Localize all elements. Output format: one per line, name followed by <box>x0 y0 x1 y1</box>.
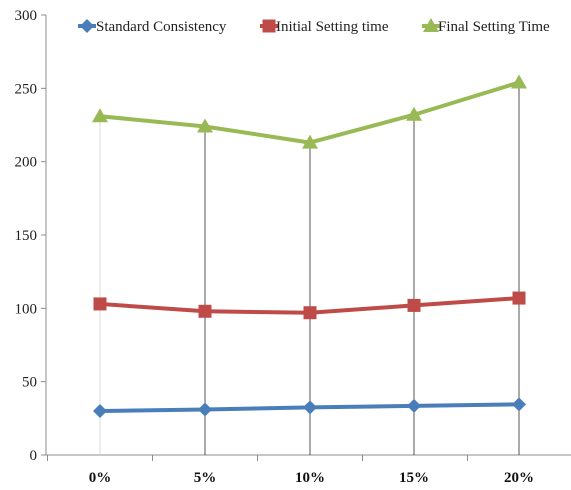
legend: Standard Consistency Initial Setting time… <box>78 18 550 35</box>
data-point-marker <box>512 291 526 305</box>
y-tick-label: 300 <box>15 8 38 24</box>
x-tick-label: 5% <box>194 470 217 486</box>
series-initial-setting-time <box>93 291 526 320</box>
data-point-marker <box>407 398 421 413</box>
data-point-marker <box>512 397 526 412</box>
data-point-marker <box>302 134 318 149</box>
data-point-marker <box>198 304 212 318</box>
legend-marker <box>423 18 439 32</box>
x-tick-label: 15% <box>399 470 429 486</box>
legend-item: Final Setting Time <box>422 18 550 35</box>
y-tick-label: 100 <box>15 301 38 317</box>
data-point-marker <box>303 306 317 320</box>
y-tick-label: 150 <box>15 228 38 244</box>
data-point-marker <box>198 402 212 417</box>
data-point-marker <box>303 400 317 415</box>
series-standard-consistency <box>93 397 526 418</box>
x-tick-label: 0% <box>89 470 112 486</box>
data-point-marker <box>511 74 527 89</box>
axes: 0 50 100 150 200 250 300 0% 5% 10% 15% 20% <box>15 8 571 486</box>
drop-lines <box>99 82 520 455</box>
data-point-marker <box>92 108 108 123</box>
legend-item: Initial Setting time <box>260 19 389 35</box>
legend-label: Initial Setting time <box>276 19 389 35</box>
y-tick-label: 0 <box>30 448 38 464</box>
legend-marker <box>80 19 94 33</box>
x-tick-label: 10% <box>295 470 325 486</box>
series-line <box>99 80 520 145</box>
legend-label: Standard Consistency <box>96 19 227 35</box>
series-group <box>92 74 527 418</box>
y-tick-label: 250 <box>15 81 38 97</box>
data-point-marker <box>93 404 107 418</box>
data-point-marker <box>406 106 422 121</box>
legend-item: Standard Consistency <box>78 19 227 35</box>
data-point-marker <box>93 297 107 311</box>
legend-label: Final Setting Time <box>438 19 550 35</box>
x-tick-label: 20% <box>504 470 534 486</box>
y-tick-label: 50 <box>22 375 37 391</box>
series-final-setting-time <box>92 74 527 149</box>
y-tick-label: 200 <box>15 155 38 171</box>
data-point-marker <box>197 118 213 133</box>
data-point-marker <box>407 298 421 312</box>
legend-marker <box>262 19 276 33</box>
